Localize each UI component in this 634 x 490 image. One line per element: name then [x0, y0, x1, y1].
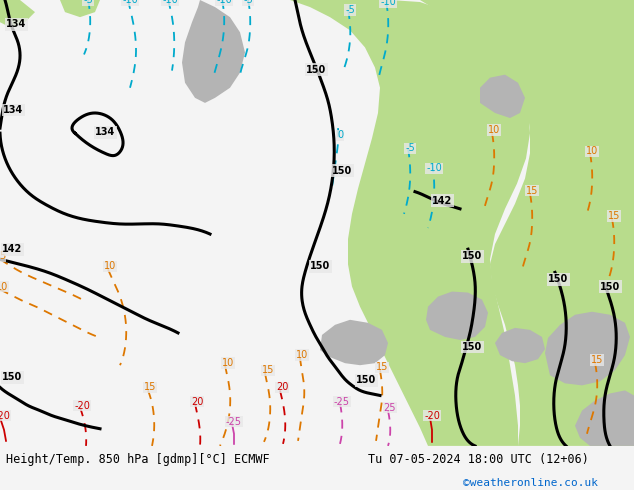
Text: 25: 25 — [384, 403, 396, 413]
Text: 0: 0 — [337, 130, 343, 140]
Text: 20: 20 — [191, 396, 203, 407]
Text: 10: 10 — [488, 125, 500, 135]
Polygon shape — [495, 328, 545, 363]
Text: -5: -5 — [83, 0, 93, 5]
Text: 150: 150 — [600, 282, 620, 292]
Text: 15: 15 — [262, 365, 274, 375]
Text: 150: 150 — [548, 274, 568, 285]
Polygon shape — [182, 0, 245, 103]
Text: -5: -5 — [243, 0, 253, 5]
Polygon shape — [320, 320, 388, 365]
Text: -20: -20 — [424, 411, 440, 420]
Polygon shape — [575, 391, 634, 446]
Text: 15: 15 — [376, 362, 388, 372]
Text: -10: -10 — [380, 0, 396, 7]
Text: -10: -10 — [162, 0, 178, 5]
Text: 150: 150 — [462, 251, 482, 261]
Text: -10: -10 — [122, 0, 138, 5]
Text: 10: 10 — [296, 350, 308, 360]
Text: 20: 20 — [276, 382, 288, 392]
Polygon shape — [545, 312, 630, 385]
Text: -5: -5 — [345, 5, 355, 15]
Text: Height/Temp. 850 hPa [gdmp][°C] ECMWF: Height/Temp. 850 hPa [gdmp][°C] ECMWF — [6, 453, 270, 466]
Text: 15: 15 — [608, 211, 620, 221]
Text: 10: 10 — [0, 282, 8, 292]
Text: -25: -25 — [226, 416, 242, 427]
Text: 15: 15 — [144, 382, 156, 392]
Text: 10: 10 — [104, 261, 116, 271]
Text: 150: 150 — [332, 166, 353, 175]
Text: 15: 15 — [526, 186, 538, 196]
Text: -20: -20 — [0, 411, 10, 420]
Text: 142: 142 — [2, 244, 22, 254]
Polygon shape — [426, 292, 488, 340]
Text: 134: 134 — [3, 105, 23, 115]
Text: -25: -25 — [334, 396, 350, 407]
Text: 5: 5 — [0, 251, 5, 261]
Text: 150: 150 — [356, 375, 376, 385]
Text: 15: 15 — [591, 355, 603, 365]
Polygon shape — [0, 0, 35, 27]
Text: 150: 150 — [2, 372, 22, 382]
Text: 10: 10 — [222, 358, 234, 368]
Polygon shape — [60, 0, 100, 17]
Text: -5: -5 — [405, 143, 415, 153]
Text: ©weatheronline.co.uk: ©weatheronline.co.uk — [463, 478, 598, 488]
Text: 150: 150 — [306, 65, 327, 74]
Text: Tu 07-05-2024 18:00 UTC (12+06): Tu 07-05-2024 18:00 UTC (12+06) — [368, 453, 588, 466]
Text: 10: 10 — [586, 147, 598, 156]
Polygon shape — [480, 74, 525, 118]
Text: 150: 150 — [310, 261, 330, 271]
Text: 134: 134 — [95, 127, 115, 137]
Polygon shape — [390, 0, 634, 32]
Text: -10: -10 — [426, 164, 442, 173]
Polygon shape — [390, 0, 634, 446]
Text: -10: -10 — [216, 0, 232, 5]
Text: 134: 134 — [6, 19, 26, 29]
Text: 150: 150 — [462, 342, 482, 352]
Text: 142: 142 — [432, 196, 452, 206]
Text: -20: -20 — [74, 400, 90, 411]
Polygon shape — [290, 0, 530, 446]
